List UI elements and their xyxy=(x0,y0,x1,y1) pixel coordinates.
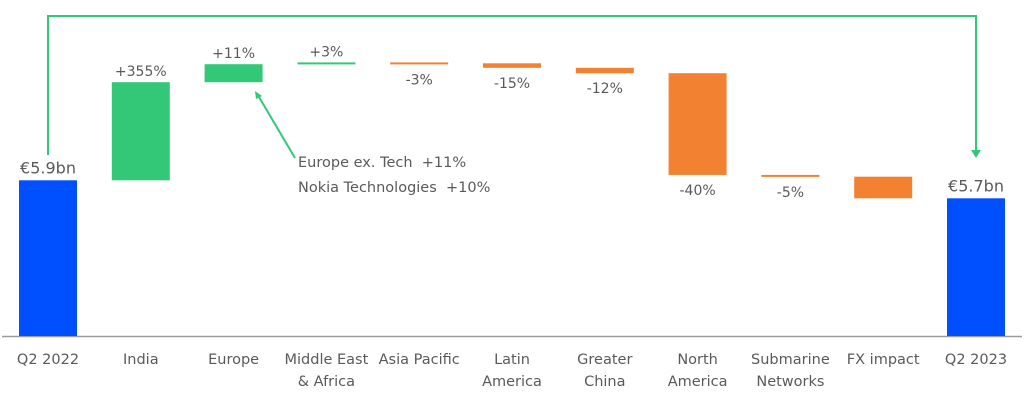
bar-8 xyxy=(761,174,820,177)
bar-6 xyxy=(575,67,634,74)
data-label-2: +11% xyxy=(212,46,255,62)
category-label-0: Q2 2022 xyxy=(17,352,79,368)
bar-9 xyxy=(854,176,913,199)
data-label-7: -40% xyxy=(680,183,716,199)
category-label-1: India xyxy=(123,352,159,368)
category-label-8: Submarine xyxy=(751,352,830,368)
data-label-3: +3% xyxy=(309,44,343,60)
category-label-9: FX impact xyxy=(847,352,920,368)
bar-2 xyxy=(204,64,263,83)
data-label-5: -15% xyxy=(494,76,530,92)
category-label-6-line2: China xyxy=(584,374,625,390)
data-label-4: -3% xyxy=(406,72,433,88)
data-label-1: +355% xyxy=(115,64,167,80)
data-label-0: €5.9bn xyxy=(20,158,76,177)
data-label-8: -5% xyxy=(777,185,804,201)
bar-4 xyxy=(390,62,449,65)
category-label-5: Latin xyxy=(494,352,530,368)
category-label-3-line2: & Africa xyxy=(298,374,355,390)
category-label-5-line2: America xyxy=(482,374,542,390)
annotation-arrowhead-icon xyxy=(255,91,262,99)
category-label-7: North xyxy=(677,352,718,368)
data-label-6: -12% xyxy=(587,81,623,97)
data-label-10: €5.7bn xyxy=(948,176,1004,195)
connector-arrowhead-icon xyxy=(971,150,981,158)
category-label-6: Greater xyxy=(577,352,632,368)
bar-1 xyxy=(111,82,170,181)
category-label-8-line2: Networks xyxy=(756,374,824,390)
category-label-7-line2: America xyxy=(668,374,728,390)
category-label-3: Middle East xyxy=(285,352,369,368)
category-label-2: Europe xyxy=(208,352,259,368)
bar-5 xyxy=(483,63,541,68)
bar-7 xyxy=(668,73,727,175)
bar-0 xyxy=(19,180,77,336)
connector-line xyxy=(47,15,977,155)
bar-10 xyxy=(947,198,1005,336)
annotation-line-0: Europe ex. Tech +11% xyxy=(298,155,466,171)
annotation-line-1: Nokia Technologies +10% xyxy=(298,180,490,196)
annotation-arrow xyxy=(258,96,296,159)
bar-3 xyxy=(297,62,356,65)
category-label-4: Asia Pacific xyxy=(379,352,460,368)
category-label-10: Q2 2023 xyxy=(945,352,1007,368)
